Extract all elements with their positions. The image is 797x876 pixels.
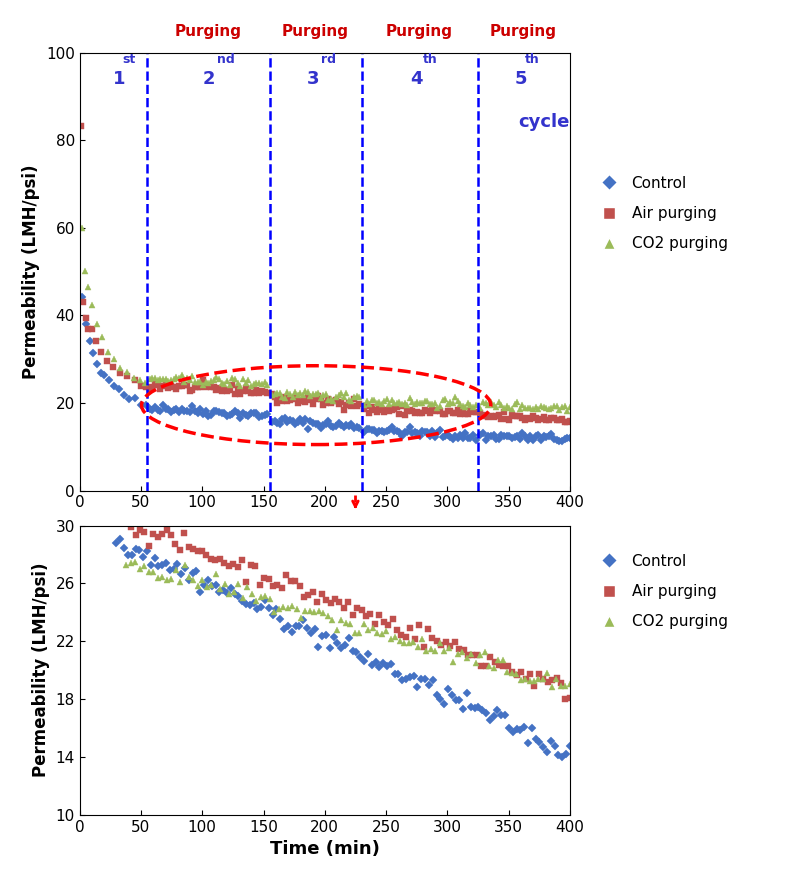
Text: nd: nd	[217, 53, 234, 66]
Text: rd: rd	[321, 53, 336, 66]
Legend: Control, Air purging, CO2 purging: Control, Air purging, CO2 purging	[587, 548, 734, 635]
Text: th: th	[524, 53, 540, 66]
Text: 2: 2	[202, 69, 214, 88]
Text: Purging: Purging	[490, 25, 557, 39]
Text: 1: 1	[113, 69, 125, 88]
Text: 5: 5	[515, 69, 527, 88]
Text: Purging: Purging	[175, 25, 241, 39]
Y-axis label: Permeability (LMH/psi): Permeability (LMH/psi)	[22, 165, 41, 378]
Text: Purging: Purging	[386, 25, 453, 39]
Text: cycle: cycle	[518, 113, 570, 131]
Legend: Control, Air purging, CO2 purging: Control, Air purging, CO2 purging	[587, 170, 734, 258]
Text: Purging: Purging	[281, 25, 348, 39]
Text: st: st	[123, 53, 135, 66]
Text: 3: 3	[306, 69, 319, 88]
Text: 4: 4	[410, 69, 423, 88]
Text: th: th	[422, 53, 438, 66]
X-axis label: Time (min): Time (min)	[270, 840, 379, 858]
Y-axis label: Permeability (LMH/psi): Permeability (LMH/psi)	[32, 563, 50, 777]
